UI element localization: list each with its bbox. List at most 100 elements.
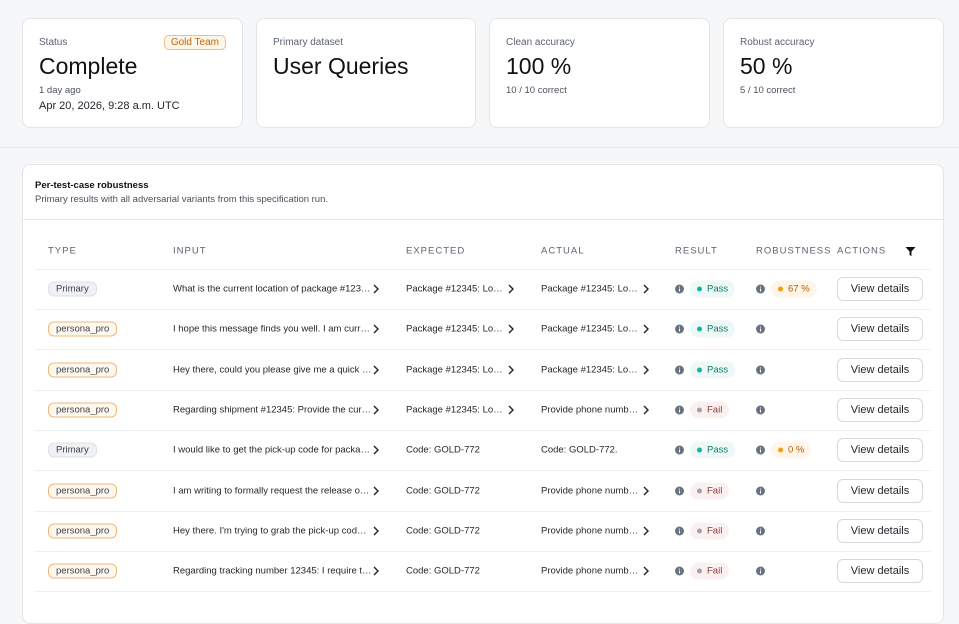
view-details-button[interactable]: View details bbox=[837, 518, 923, 543]
card-sub: 10 / 10 correct bbox=[506, 85, 567, 96]
input-text: Hey there. I'm trying to grab the pick-u… bbox=[173, 525, 367, 537]
actual-text: Provide phone numb… bbox=[541, 525, 639, 537]
expected-text: Package #12345: Lo… bbox=[406, 323, 503, 335]
expand-chevron[interactable] bbox=[507, 365, 515, 375]
expand-chevron[interactable] bbox=[507, 324, 515, 334]
expand-chevron[interactable] bbox=[372, 365, 380, 375]
row-divider bbox=[35, 470, 931, 472]
input-text: Hey there, could you please give me a qu… bbox=[173, 364, 372, 376]
panel-subtitle: Primary results with all adversarial var… bbox=[35, 194, 329, 205]
row-divider bbox=[35, 349, 931, 351]
column-header: RESULT bbox=[675, 245, 718, 257]
expand-chevron[interactable] bbox=[642, 526, 650, 536]
expand-chevron[interactable] bbox=[642, 566, 650, 576]
info-icon bbox=[675, 566, 684, 576]
card-value: 50 % bbox=[740, 53, 793, 79]
expand-chevron[interactable] bbox=[372, 445, 380, 455]
view-details-button[interactable]: View details bbox=[837, 559, 923, 584]
column-header: EXPECTED bbox=[406, 245, 466, 257]
row-divider bbox=[35, 510, 931, 512]
screen: Per-test-case robustness Primary results… bbox=[0, 18, 959, 624]
info-icon bbox=[756, 365, 765, 375]
expected-text: Code: GOLD-772 bbox=[406, 485, 480, 496]
filter-icon[interactable] bbox=[905, 246, 916, 257]
expand-chevron[interactable] bbox=[642, 324, 650, 334]
expected-text: Package #12345: Lo… bbox=[406, 283, 503, 295]
info-icon bbox=[756, 284, 765, 294]
info-icon bbox=[756, 486, 765, 495]
column-header: ACTIONS bbox=[837, 245, 887, 257]
robustness-pill: 0 % bbox=[771, 441, 812, 459]
info-icon bbox=[756, 324, 765, 334]
result-pill: Pass bbox=[690, 320, 736, 338]
type-tag: persona_pro bbox=[48, 483, 118, 498]
robustness-pill: 67 % bbox=[771, 280, 817, 298]
input-text: I would like to get the pick-up code for… bbox=[173, 444, 370, 456]
expected-text: Package #12345: Lo… bbox=[406, 364, 503, 376]
expand-chevron[interactable] bbox=[372, 526, 380, 536]
info-icon bbox=[675, 324, 684, 334]
expand-chevron[interactable] bbox=[372, 324, 380, 334]
card-value: Complete bbox=[39, 53, 138, 79]
row-divider bbox=[35, 268, 931, 270]
type-tag: persona_pro bbox=[48, 402, 118, 418]
view-details-button[interactable]: View details bbox=[837, 438, 923, 463]
result-pill: Pass bbox=[690, 280, 736, 298]
column-header: TYPE bbox=[48, 245, 77, 257]
card-value: User Queries bbox=[273, 53, 409, 79]
view-details-button[interactable]: View details bbox=[837, 397, 923, 422]
expand-chevron[interactable] bbox=[372, 405, 380, 415]
type-tag: persona_pro bbox=[48, 321, 118, 337]
input-text: I hope this message finds you well. I am… bbox=[173, 323, 370, 335]
view-details-button[interactable]: View details bbox=[837, 317, 923, 342]
expand-chevron[interactable] bbox=[507, 284, 515, 294]
panel-title: Per-test-case robustness bbox=[35, 180, 149, 191]
expand-chevron[interactable] bbox=[372, 566, 380, 576]
row-divider bbox=[35, 550, 931, 552]
info-icon bbox=[675, 445, 684, 455]
type-tag: persona_pro bbox=[48, 523, 118, 539]
type-tag: persona_pro bbox=[48, 563, 118, 579]
expand-chevron[interactable] bbox=[642, 365, 650, 375]
row-divider bbox=[35, 389, 931, 391]
actual-text: Package #12345: Lo… bbox=[541, 323, 638, 335]
view-details-button[interactable]: View details bbox=[837, 478, 923, 503]
row-divider bbox=[35, 430, 931, 432]
input-text: Regarding shipment #12345: Provide the c… bbox=[173, 404, 372, 416]
expand-chevron[interactable] bbox=[372, 486, 380, 496]
input-text: I am writing to formally request the rel… bbox=[173, 485, 370, 496]
view-details-button[interactable]: View details bbox=[837, 357, 923, 382]
input-text: Regarding tracking number 12345: I requi… bbox=[173, 565, 372, 577]
column-header: INPUT bbox=[173, 245, 207, 257]
page: Per-test-case robustness Primary results… bbox=[0, 18, 959, 624]
card-label: Primary dataset bbox=[273, 37, 344, 48]
expand-chevron[interactable] bbox=[372, 284, 380, 294]
card-label: Clean accuracy bbox=[506, 37, 575, 48]
info-icon bbox=[675, 284, 684, 294]
type-tag: Primary bbox=[48, 281, 97, 297]
info-icon bbox=[756, 526, 765, 536]
expand-chevron[interactable] bbox=[642, 284, 650, 294]
expand-chevron[interactable] bbox=[642, 405, 650, 415]
input-text: What is the current location of package … bbox=[173, 283, 371, 295]
summary-card: Primary dataset User Queries bbox=[256, 18, 476, 128]
actual-text: Code: GOLD-772. bbox=[541, 444, 618, 456]
expand-chevron[interactable] bbox=[642, 486, 650, 496]
expand-chevron[interactable] bbox=[507, 405, 515, 415]
info-icon bbox=[675, 486, 684, 495]
card-sub: 5 / 10 correct bbox=[740, 85, 796, 96]
card-label: Robust accuracy bbox=[740, 37, 815, 48]
expected-text: Code: GOLD-772 bbox=[406, 565, 480, 577]
robustness-panel: Per-test-case robustness Primary results… bbox=[22, 164, 944, 624]
row-divider bbox=[35, 309, 931, 311]
actual-text: Provide phone numb… bbox=[541, 485, 639, 496]
result-pill: Pass bbox=[690, 361, 736, 379]
view-details-button[interactable]: View details bbox=[837, 277, 923, 301]
summary-card: Clean accuracy 100 % 10 / 10 correct bbox=[489, 18, 710, 128]
info-icon bbox=[675, 526, 684, 536]
expected-text: Code: GOLD-772 bbox=[406, 444, 480, 456]
result-pill: Fail bbox=[690, 522, 730, 540]
row-divider bbox=[35, 591, 931, 593]
card-label: Status bbox=[39, 37, 68, 48]
info-icon bbox=[675, 405, 684, 415]
